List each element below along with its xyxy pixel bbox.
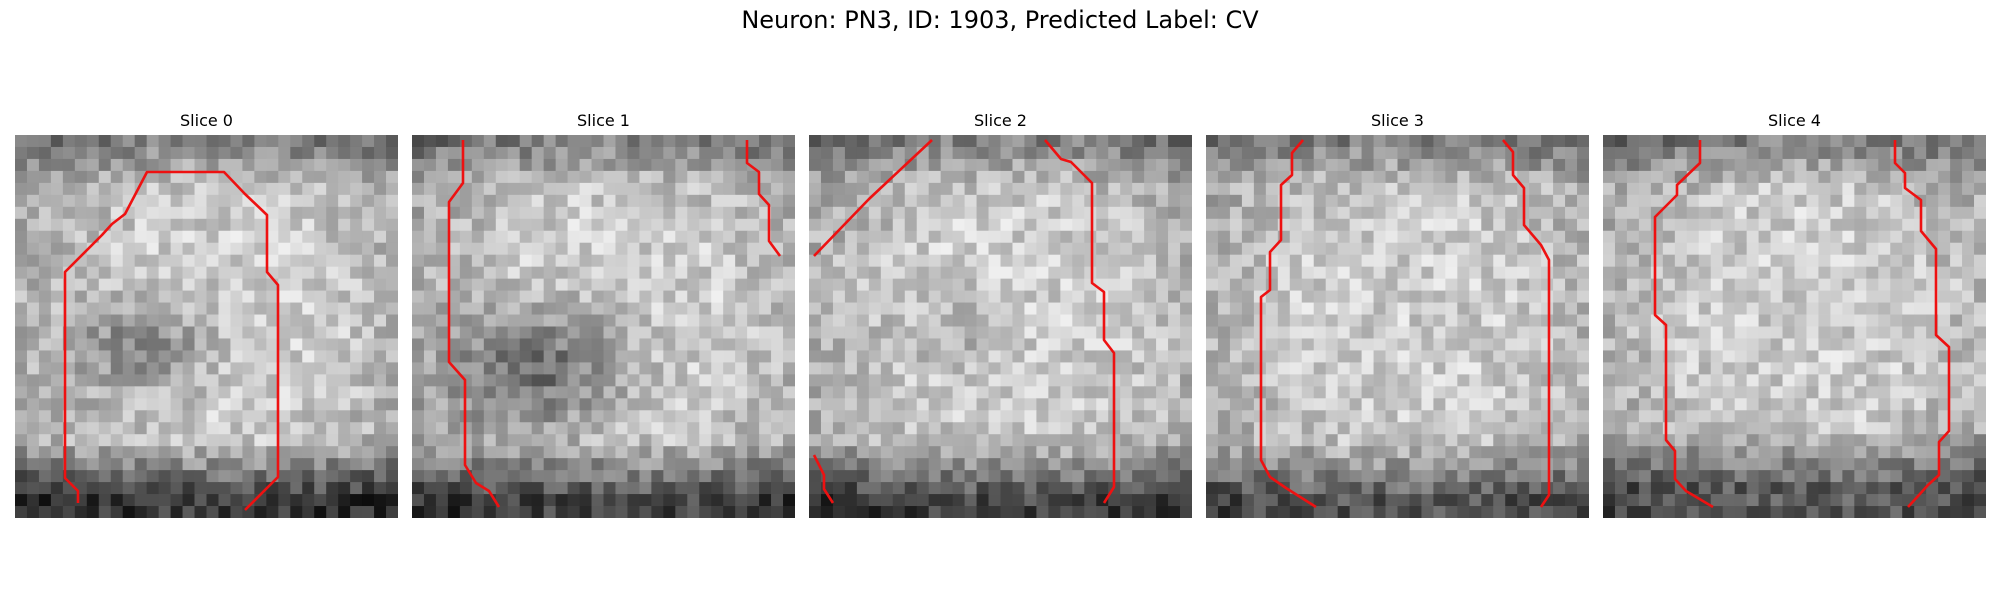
slice-panel-1: Slice 1 <box>412 110 795 518</box>
slice-image-3 <box>1206 135 1589 518</box>
contour-line <box>1893 140 1951 508</box>
slice-panel-4: Slice 4 <box>1603 110 1986 518</box>
slice-image-0 <box>15 135 398 518</box>
slice-title-4: Slice 4 <box>1768 111 1821 130</box>
contour-line <box>812 454 835 504</box>
slice-panel-3: Slice 3 <box>1206 110 1589 518</box>
slice-image-1 <box>412 135 795 518</box>
slice-image-2 <box>809 135 1192 518</box>
slice-title-3: Slice 3 <box>1371 111 1424 130</box>
contour-line <box>1044 139 1116 504</box>
figure-title: Neuron: PN3, ID: 1903, Predicted Label: … <box>741 6 1259 34</box>
slice-panel-2: Slice 2 <box>809 110 1192 518</box>
slice-title-1: Slice 1 <box>577 111 630 130</box>
contour-line <box>1259 139 1317 509</box>
contour-line <box>63 170 280 511</box>
contour-line <box>1653 140 1714 509</box>
slice-panel-0: Slice 0 <box>15 110 398 518</box>
contour-line <box>813 139 933 257</box>
slice-title-2: Slice 2 <box>974 111 1027 130</box>
contour-line <box>745 140 782 257</box>
slice-title-0: Slice 0 <box>180 111 233 130</box>
contour-line <box>1502 139 1551 508</box>
slice-image-4 <box>1603 135 1986 518</box>
contour-line <box>447 140 501 508</box>
